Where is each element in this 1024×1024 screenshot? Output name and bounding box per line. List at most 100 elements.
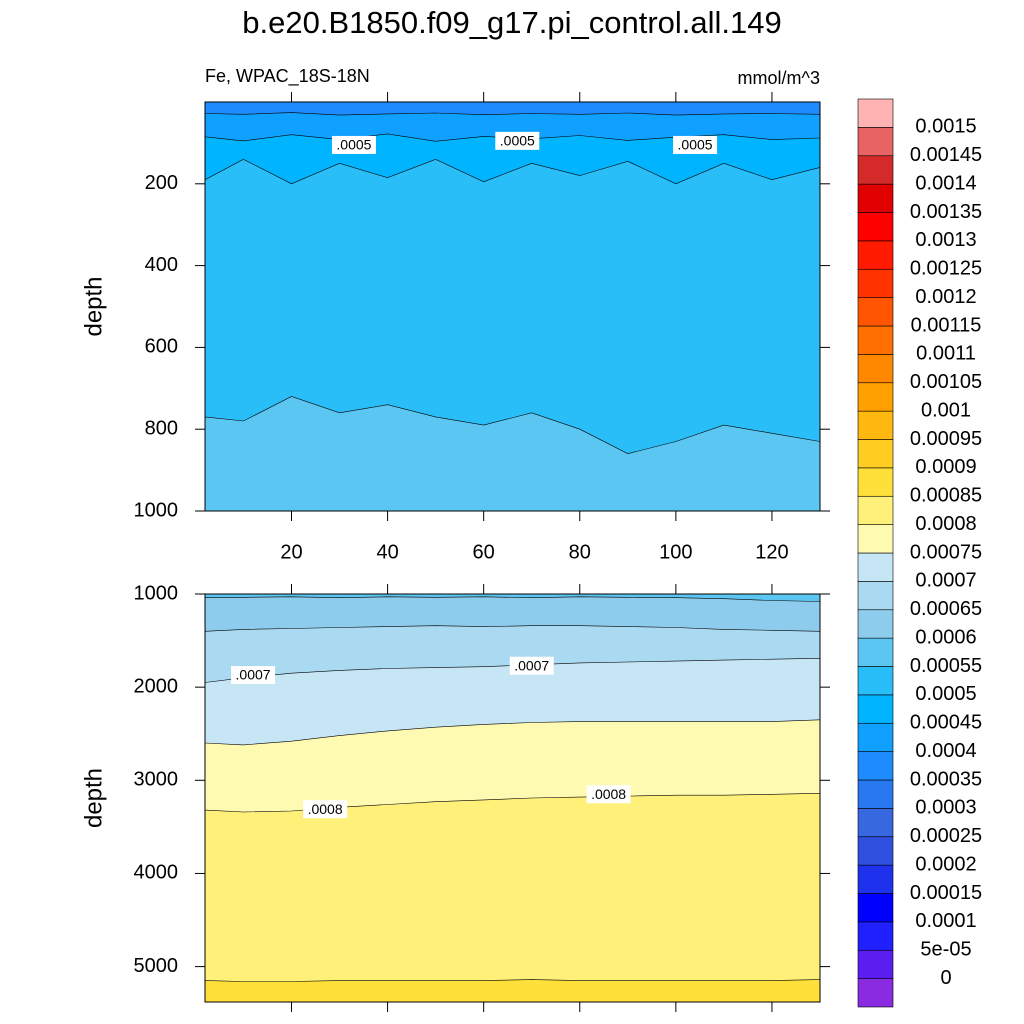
contour-label-bg bbox=[586, 785, 631, 804]
colorbar-label: 0.00025 bbox=[910, 825, 982, 847]
contour-fill bbox=[205, 396, 820, 511]
colorbar-box bbox=[857, 410, 894, 440]
panel: .0007 .0007 .0008 .0008 1000 2000 3000 4000 5000… bbox=[80, 582, 830, 1012]
colorbar-label: 0.00085 bbox=[910, 485, 982, 507]
contour-fill bbox=[205, 112, 820, 142]
colorbar-box bbox=[857, 666, 894, 696]
x-tick-label: 20 bbox=[280, 541, 302, 563]
colorbar-label: 0.0003 bbox=[915, 797, 976, 819]
contour-label: .0005 bbox=[500, 133, 535, 149]
colorbar-label: 5e-05 bbox=[920, 939, 971, 961]
fills bbox=[205, 102, 820, 511]
contour-line bbox=[205, 596, 820, 602]
colorbar-label: 0.00125 bbox=[910, 258, 982, 280]
contour-label-bg bbox=[231, 666, 276, 685]
y-tick-label: 2000 bbox=[134, 675, 179, 697]
contour-label-bg bbox=[331, 135, 376, 154]
y-axis-label: depth bbox=[80, 768, 107, 828]
colorbar-label: 0.00095 bbox=[910, 428, 982, 450]
y-tick-label: 1000 bbox=[134, 499, 179, 521]
colorbar-label: 0.0013 bbox=[915, 229, 976, 251]
colorbar-box bbox=[857, 694, 894, 724]
colorbar-box bbox=[857, 155, 894, 185]
x-tick-label: 60 bbox=[473, 541, 495, 563]
colorbar-box bbox=[857, 637, 894, 667]
colorbar-label: 0.0007 bbox=[915, 570, 976, 592]
colorbar-box bbox=[857, 354, 894, 384]
colorbar-label: 0.00105 bbox=[910, 371, 982, 393]
colorbar-box bbox=[857, 183, 894, 213]
contour-line bbox=[205, 625, 820, 632]
colorbar-box bbox=[857, 836, 894, 866]
colorbar-label: 0.00145 bbox=[910, 144, 982, 166]
colorbar-box bbox=[857, 978, 894, 1008]
contour-fill bbox=[205, 596, 820, 632]
colorbar-label: 0.0005 bbox=[915, 683, 976, 705]
colorbar-box bbox=[857, 808, 894, 838]
colorbar-box bbox=[857, 921, 894, 951]
y-tick-label: 3000 bbox=[134, 769, 179, 791]
contour-label-bg bbox=[509, 656, 554, 675]
colorbar-box bbox=[857, 325, 894, 355]
colorbar-box bbox=[857, 609, 894, 639]
colorbar-label: 0.00075 bbox=[910, 541, 982, 563]
contour-label-bg bbox=[495, 131, 540, 150]
colorbar-box bbox=[857, 581, 894, 611]
contour-line bbox=[205, 719, 820, 746]
x-tick-label: 120 bbox=[755, 541, 788, 563]
x-tick-label: 40 bbox=[376, 541, 398, 563]
colorbar-label: 0.0009 bbox=[915, 456, 976, 478]
colorbar-box bbox=[857, 495, 894, 525]
units-label: mmol/m^3 bbox=[738, 68, 820, 88]
colorbar-box bbox=[857, 212, 894, 242]
y-tick-label: 400 bbox=[145, 254, 178, 276]
x-tick-label: 80 bbox=[569, 541, 591, 563]
colorbar-label: 0.00115 bbox=[911, 314, 982, 336]
y-tick-label: 5000 bbox=[134, 955, 179, 977]
colorbar-box bbox=[857, 382, 894, 412]
contour-label: .0005 bbox=[678, 137, 713, 153]
colorbar-label: 0.0006 bbox=[915, 626, 976, 648]
colorbar-box bbox=[857, 240, 894, 270]
colorbar-label: 0.00135 bbox=[910, 201, 982, 223]
fills bbox=[205, 594, 820, 1002]
colorbar-label: 0.0012 bbox=[915, 286, 976, 308]
contour-fill bbox=[205, 979, 820, 1002]
contour-fill bbox=[205, 658, 820, 745]
panel: .0005 .0005 .0005 200 400 600 800 1000 20 40 60 80 1… bbox=[80, 92, 830, 563]
colorbar-label: 0.0014 bbox=[915, 172, 976, 194]
colorbar-label: 0.00045 bbox=[910, 712, 982, 734]
contour-label: .0007 bbox=[514, 657, 549, 673]
contour-fill bbox=[205, 159, 820, 454]
y-tick-label: 600 bbox=[145, 336, 178, 358]
y-tick-label: 800 bbox=[145, 417, 178, 439]
colorbar-box bbox=[857, 297, 894, 327]
colorbar-label: 0.0008 bbox=[915, 513, 976, 535]
y-tick-label: 1000 bbox=[134, 582, 179, 604]
contour-label-bg bbox=[673, 135, 718, 154]
contour-label: .0008 bbox=[591, 786, 626, 802]
colorbar-box bbox=[857, 893, 894, 923]
colorbar-box bbox=[857, 524, 894, 554]
contour-label: .0007 bbox=[236, 667, 271, 683]
contour-line bbox=[205, 979, 820, 982]
contour-fill bbox=[205, 625, 820, 683]
contour-line bbox=[205, 112, 820, 116]
colorbar-box bbox=[857, 98, 894, 128]
y-tick-label: 200 bbox=[145, 172, 178, 194]
colorbar-label: 0.0001 bbox=[915, 910, 976, 932]
colorbar-box bbox=[857, 751, 894, 781]
contour-line bbox=[205, 658, 820, 683]
colorbar-box bbox=[857, 779, 894, 809]
contour-fill bbox=[205, 793, 820, 982]
colorbar-label: 0.0011 bbox=[916, 343, 976, 365]
colorbar-box bbox=[857, 552, 894, 582]
colorbar-box bbox=[857, 268, 894, 298]
contour-line bbox=[205, 396, 820, 455]
colorbar-label: 0.00035 bbox=[910, 768, 982, 790]
colorbar-label: 0.001 bbox=[921, 399, 971, 421]
plot-frame bbox=[204, 593, 821, 1003]
colorbar-box bbox=[857, 127, 894, 157]
contour-label: .0005 bbox=[336, 137, 371, 153]
colorbar-label: 0.0015 bbox=[915, 116, 976, 138]
